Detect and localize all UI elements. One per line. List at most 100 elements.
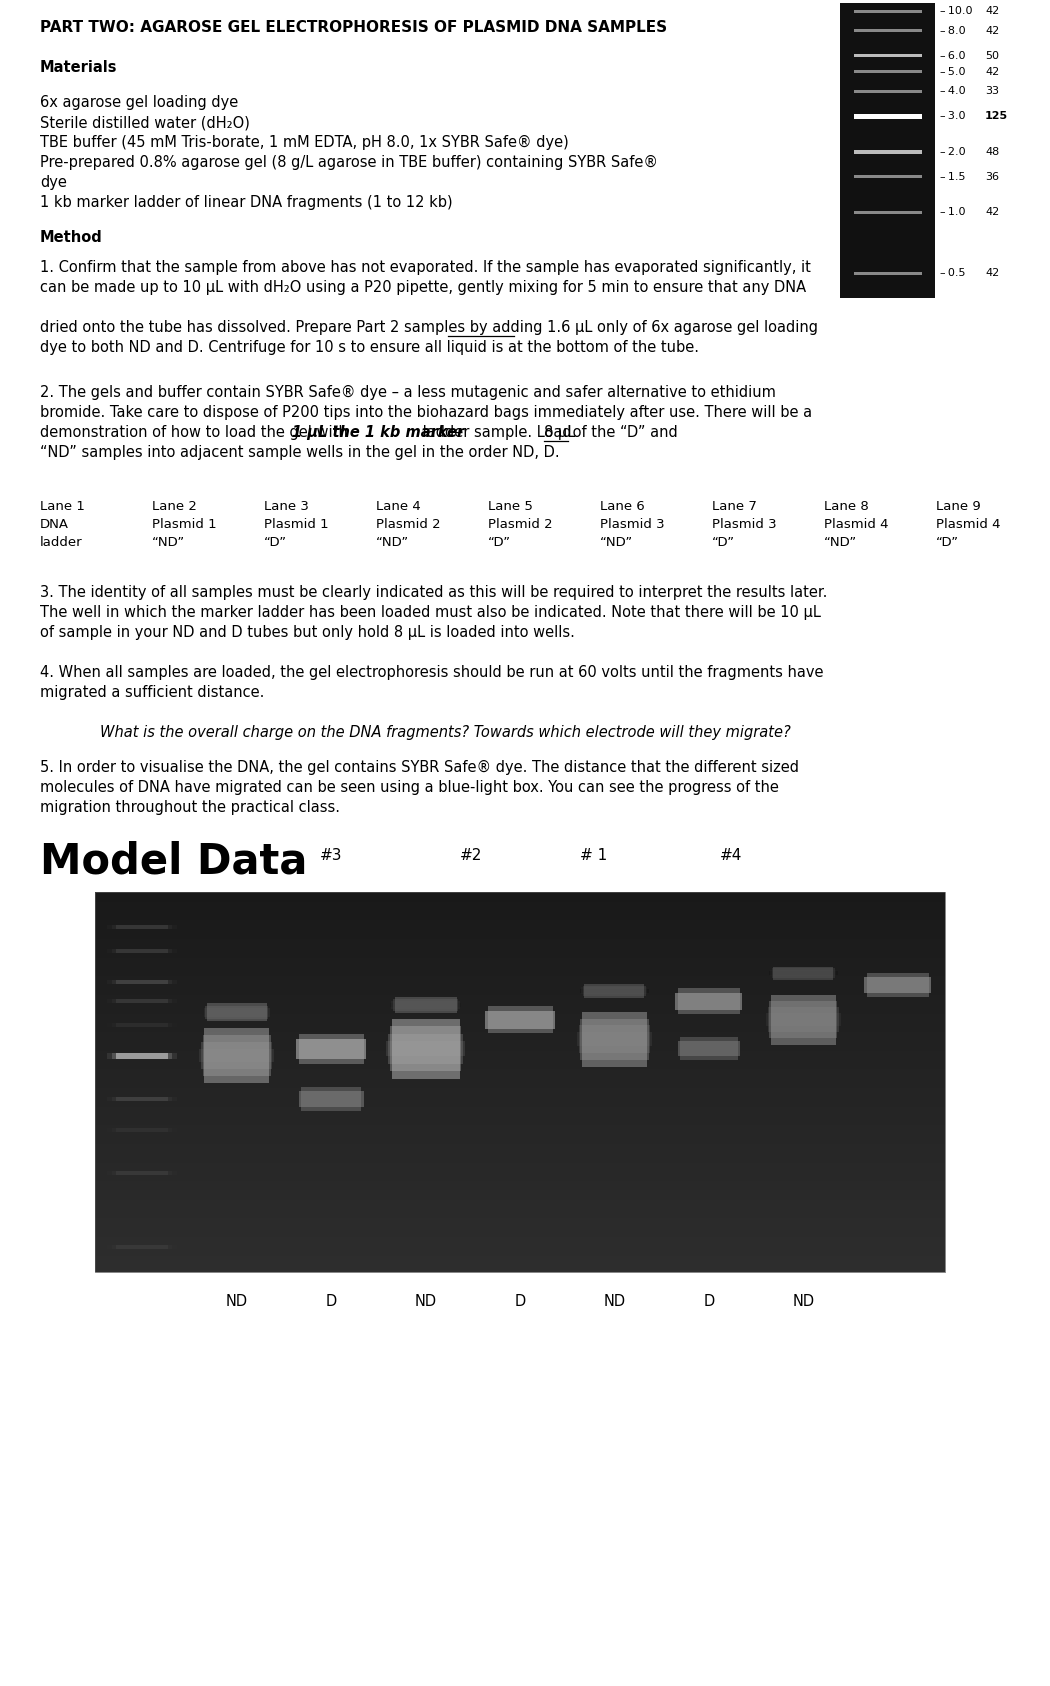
Bar bbox=[112, 1128, 172, 1131]
Bar bbox=[201, 1042, 272, 1069]
Bar bbox=[487, 1007, 552, 1034]
Text: “D”: “D” bbox=[488, 536, 511, 550]
Bar bbox=[112, 1244, 172, 1249]
Text: Plasmid 3: Plasmid 3 bbox=[712, 518, 777, 531]
Text: molecules of DNA have migrated can be seen using a blue-light box. You can see t: molecules of DNA have migrated can be se… bbox=[40, 781, 779, 796]
Bar bbox=[107, 980, 177, 983]
Text: 8 μL: 8 μL bbox=[544, 425, 575, 440]
Text: #3: #3 bbox=[320, 848, 342, 863]
Text: bromide. Take care to dispose of P200 tips into the biohazard bags immediately a: bromide. Take care to dispose of P200 ti… bbox=[40, 405, 812, 420]
Text: 42: 42 bbox=[985, 67, 1000, 76]
Bar bbox=[388, 1034, 463, 1064]
Bar bbox=[112, 980, 172, 983]
Text: “ND”: “ND” bbox=[152, 536, 185, 550]
Bar bbox=[117, 1244, 168, 1249]
Bar bbox=[393, 1000, 458, 1012]
Text: ladder: ladder bbox=[40, 536, 83, 550]
Text: 1 kb marker ladder of linear DNA fragments (1 to 12 kb): 1 kb marker ladder of linear DNA fragmen… bbox=[40, 196, 453, 211]
Text: Lane 7: Lane 7 bbox=[712, 501, 757, 513]
Text: – 8.0: – 8.0 bbox=[940, 25, 966, 35]
Bar bbox=[771, 995, 836, 1045]
Bar bbox=[854, 175, 922, 179]
Bar bbox=[771, 969, 837, 976]
Text: 42: 42 bbox=[985, 25, 1000, 35]
Text: Plasmid 2: Plasmid 2 bbox=[376, 518, 441, 531]
Bar bbox=[582, 1012, 647, 1067]
Bar bbox=[579, 1025, 650, 1052]
Bar bbox=[485, 1010, 555, 1028]
Text: dried onto the tube has dissolved. Prepare Part 2 samples by adding 1.6 μL only : dried onto the tube has dissolved. Prepa… bbox=[40, 320, 818, 336]
Text: 2. The gels and buffer contain SYBR Safe® dye – a less mutagenic and safer alter: 2. The gels and buffer contain SYBR Safe… bbox=[40, 384, 776, 400]
Text: 42: 42 bbox=[985, 207, 1000, 217]
Bar bbox=[107, 949, 177, 953]
Text: Lane 8: Lane 8 bbox=[824, 501, 868, 513]
Bar bbox=[117, 1098, 168, 1101]
Text: – 0.5: – 0.5 bbox=[940, 268, 966, 278]
Bar bbox=[203, 1010, 271, 1015]
Text: “ND”: “ND” bbox=[824, 536, 857, 550]
Text: – 6.0: – 6.0 bbox=[940, 51, 966, 61]
Text: 42: 42 bbox=[985, 7, 1000, 15]
Text: 125: 125 bbox=[985, 111, 1008, 121]
Text: ND: ND bbox=[793, 1293, 815, 1308]
Text: Lane 4: Lane 4 bbox=[376, 501, 421, 513]
Bar bbox=[205, 1005, 268, 1018]
Bar bbox=[867, 973, 929, 996]
Bar bbox=[107, 926, 177, 929]
Text: D: D bbox=[704, 1293, 714, 1308]
Text: ladder sample. Load: ladder sample. Load bbox=[418, 425, 576, 440]
Bar bbox=[583, 986, 646, 996]
Text: Materials: Materials bbox=[40, 61, 118, 74]
Bar bbox=[117, 1052, 168, 1059]
Bar bbox=[768, 1007, 839, 1032]
Text: 33: 33 bbox=[985, 86, 999, 96]
Text: Pre-prepared 0.8% agarose gel (8 g/L agarose in TBE buffer) containing SYBR Safe: Pre-prepared 0.8% agarose gel (8 g/L aga… bbox=[40, 155, 658, 170]
Bar bbox=[772, 968, 835, 978]
Bar bbox=[207, 1003, 267, 1022]
Bar bbox=[578, 1032, 652, 1045]
Bar bbox=[392, 1001, 460, 1010]
Text: D: D bbox=[326, 1293, 337, 1308]
Bar bbox=[107, 1052, 177, 1059]
Bar bbox=[854, 150, 922, 153]
Bar bbox=[204, 1028, 269, 1082]
Text: Model Data: Model Data bbox=[40, 840, 308, 882]
Bar bbox=[770, 1001, 838, 1039]
Bar bbox=[678, 988, 740, 1013]
Bar bbox=[840, 3, 934, 298]
Bar bbox=[680, 1037, 738, 1060]
Text: 5. In order to visualise the DNA, the gel contains SYBR Safe® dye. The distance : 5. In order to visualise the DNA, the ge… bbox=[40, 760, 799, 776]
Bar bbox=[112, 1052, 172, 1059]
Text: # 1: # 1 bbox=[580, 848, 607, 863]
Text: “D”: “D” bbox=[264, 536, 287, 550]
Text: – 1.0: – 1.0 bbox=[940, 207, 966, 217]
Bar bbox=[390, 1003, 461, 1008]
Text: Plasmid 2: Plasmid 2 bbox=[488, 518, 552, 531]
Text: 50: 50 bbox=[985, 51, 999, 61]
Bar bbox=[107, 1023, 177, 1027]
Text: Plasmid 1: Plasmid 1 bbox=[264, 518, 329, 531]
Bar bbox=[854, 10, 922, 12]
Text: TBE buffer (45 mM Tris-borate, 1 mM EDTA, pH 8.0, 1x SYBR Safe® dye): TBE buffer (45 mM Tris-borate, 1 mM EDTA… bbox=[40, 135, 569, 150]
Text: “D”: “D” bbox=[712, 536, 735, 550]
Text: ND: ND bbox=[604, 1293, 626, 1308]
Bar bbox=[117, 1172, 168, 1175]
Text: DNA: DNA bbox=[40, 518, 69, 531]
Text: Plasmid 3: Plasmid 3 bbox=[600, 518, 665, 531]
Text: can be made up to 10 μL with dH₂O using a P20 pipette, gently mixing for 5 min t: can be made up to 10 μL with dH₂O using … bbox=[40, 280, 806, 295]
Text: D: D bbox=[514, 1293, 526, 1308]
Bar bbox=[769, 971, 838, 975]
Bar bbox=[203, 1035, 271, 1076]
Text: 4. When all samples are loaded, the gel electrophoresis should be run at 60 volt: 4. When all samples are loaded, the gel … bbox=[40, 664, 823, 679]
Bar bbox=[854, 271, 922, 275]
Text: Lane 1: Lane 1 bbox=[40, 501, 85, 513]
Bar bbox=[580, 990, 649, 993]
Text: – 2.0: – 2.0 bbox=[940, 147, 966, 157]
Bar bbox=[765, 1013, 841, 1025]
Bar bbox=[582, 988, 648, 995]
Text: of the “D” and: of the “D” and bbox=[568, 425, 677, 440]
Bar bbox=[117, 926, 168, 929]
Text: 42: 42 bbox=[985, 268, 1000, 278]
Text: Lane 9: Lane 9 bbox=[936, 501, 981, 513]
Text: “ND” samples into adjacent sample wells in the gel in the order ND, D.: “ND” samples into adjacent sample wells … bbox=[40, 445, 560, 460]
